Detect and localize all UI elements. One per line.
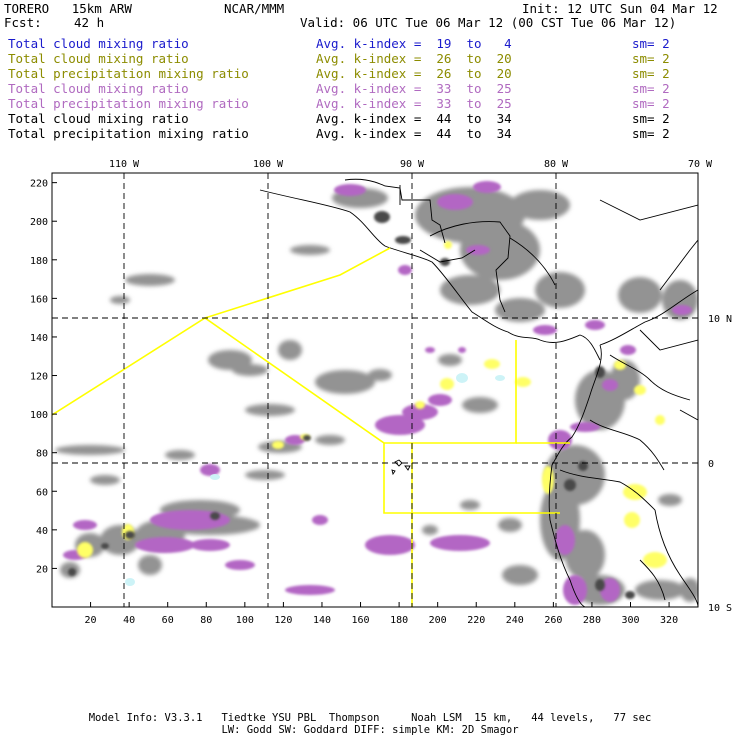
x-tick-label: 140 xyxy=(313,615,331,626)
legend-field: Total cloud mixing ratio xyxy=(8,111,189,126)
x-axis: 20 40 60 80 100 120 140 160 180 200 220 240 260 280 30… xyxy=(85,602,678,626)
y-axis: 20 40 60 80 100 120 140 160 180 200 220 xyxy=(30,179,57,575)
x-tick-label: 40 xyxy=(123,615,135,626)
legend-kindex: Avg. k-index = 44 to 34 xyxy=(316,111,512,126)
legend-field: Total cloud mixing ratio xyxy=(8,81,189,96)
legend-kindex: Avg. k-index = 33 to 25 xyxy=(316,81,512,96)
x-tick-label: 60 xyxy=(162,615,174,626)
coastline xyxy=(259,178,698,607)
forecast-hours: 42 h xyxy=(74,15,105,30)
model-info-line1: Model Info: V3.3.1 Tiedtke YSU PBL Thomp… xyxy=(88,712,652,724)
x-tick-label: 260 xyxy=(544,615,562,626)
valid-time: Valid: 06 UTC Tue 06 Mar 12 (00 CST Tue … xyxy=(300,15,677,30)
y-tick-label: 100 xyxy=(30,410,48,421)
map-frame xyxy=(51,172,699,608)
forecast-label: Fcst: xyxy=(4,15,42,30)
lon-label: 100 W xyxy=(253,159,284,170)
x-tick-label: 100 xyxy=(236,615,254,626)
y-tick-label: 120 xyxy=(30,372,48,383)
model-info-line2: LW: Godd SW: Goddard DIFF: simple KM: 2D… xyxy=(221,724,519,736)
legend-kindex: Avg. k-index = 44 to 34 xyxy=(316,126,512,141)
y-tick-label: 180 xyxy=(30,256,48,267)
x-tick-label: 300 xyxy=(621,615,639,626)
domain-boundaries xyxy=(52,247,570,607)
lon-label: 90 W xyxy=(400,159,425,170)
x-tick-label: 160 xyxy=(352,615,370,626)
cloud-field-cyan xyxy=(125,373,505,586)
y-tick-label: 140 xyxy=(30,333,48,344)
y-tick-label: 80 xyxy=(36,449,48,460)
lon-label: 110 W xyxy=(109,159,140,170)
legend-field: Total cloud mixing ratio xyxy=(8,36,189,51)
x-tick-label: 280 xyxy=(583,615,601,626)
legend-kindex: Avg. k-index = 26 to 20 xyxy=(316,66,512,81)
y-tick-label: 20 xyxy=(36,564,48,575)
lon-label: 70 W xyxy=(688,159,713,170)
graticule xyxy=(52,173,698,607)
x-tick-label: 200 xyxy=(429,615,447,626)
lat-label: 10 S xyxy=(708,603,732,614)
legend-smoothing: sm= 2 xyxy=(632,36,670,51)
legend-field: Total precipitation mixing ratio xyxy=(8,66,249,81)
legend-field: Total precipitation mixing ratio xyxy=(8,126,249,141)
legend-smoothing: sm= 2 xyxy=(632,66,670,81)
x-tick-label: 80 xyxy=(200,615,212,626)
map-content xyxy=(52,173,698,607)
legend-smoothing: sm= 2 xyxy=(632,111,670,126)
x-tick-label: 180 xyxy=(390,615,408,626)
legend-kindex: Avg. k-index = 33 to 25 xyxy=(316,96,512,111)
lat-label: 10 N xyxy=(708,314,732,325)
x-tick-label: 120 xyxy=(274,615,292,626)
forecast-map: 110 W 100 W 90 W 80 W 70 W 10 N 0 10 S xyxy=(30,159,732,626)
x-tick-label: 20 xyxy=(85,615,97,626)
y-tick-label: 200 xyxy=(30,217,48,228)
y-tick-label: 160 xyxy=(30,294,48,305)
legend-field: Total cloud mixing ratio xyxy=(8,51,189,66)
legend-smoothing: sm= 2 xyxy=(632,96,670,111)
lon-label: 80 W xyxy=(544,159,569,170)
legend-smoothing: sm= 2 xyxy=(632,126,670,141)
legend-kindex: Avg. k-index = 19 to 4 xyxy=(316,36,512,51)
x-tick-label: 220 xyxy=(467,615,485,626)
legend-field: Total precipitation mixing ratio xyxy=(8,96,249,111)
precip-field-magenta xyxy=(63,181,692,605)
cloud-field-gray xyxy=(55,187,698,605)
organization: NCAR/MMM xyxy=(224,1,285,16)
y-tick-label: 40 xyxy=(36,526,48,537)
legend-kindex: Avg. k-index = 26 to 20 xyxy=(316,51,512,66)
legend-smoothing: sm= 2 xyxy=(632,51,670,66)
lat-label: 0 xyxy=(708,459,714,470)
x-tick-label: 320 xyxy=(660,615,678,626)
cloud-field-dark xyxy=(68,211,635,599)
y-tick-label: 60 xyxy=(36,487,48,498)
y-tick-label: 220 xyxy=(30,179,48,190)
init-time: Init: 12 UTC Sun 04 Mar 12 xyxy=(522,1,718,16)
model-name: TORERO 15km ARW xyxy=(4,1,132,16)
x-tick-label: 240 xyxy=(506,615,524,626)
legend-smoothing: sm= 2 xyxy=(632,81,670,96)
